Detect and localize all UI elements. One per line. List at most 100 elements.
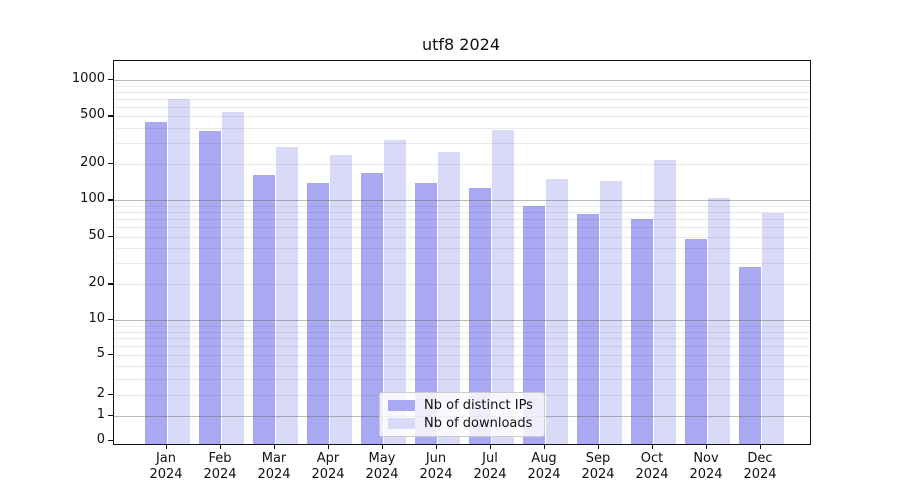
bar-downloads bbox=[761, 213, 784, 444]
y-tick-label: 1 bbox=[96, 406, 105, 422]
gridline-minor bbox=[114, 354, 810, 356]
year-label: 2024 bbox=[419, 466, 453, 482]
y-tick-label: 0 bbox=[96, 432, 105, 447]
x-tick-mark bbox=[490, 444, 492, 449]
y-tick-mark bbox=[108, 440, 113, 442]
x-tick-mark bbox=[382, 444, 384, 449]
y-tick-mark bbox=[108, 163, 113, 165]
x-tick-label-mar: Mar 2024 bbox=[246, 451, 302, 482]
month-label: Mar bbox=[261, 451, 287, 466]
x-tick-mark bbox=[166, 444, 168, 449]
bar-downloads bbox=[275, 147, 298, 444]
gridline-minor bbox=[114, 284, 810, 286]
legend-label-downloads: Nb of downloads bbox=[424, 416, 533, 431]
month-label: May bbox=[368, 451, 396, 466]
bar-distinct-ips bbox=[198, 130, 221, 444]
year-label: 2024 bbox=[581, 466, 615, 482]
year-label: 2024 bbox=[311, 466, 345, 482]
month-label: Dec bbox=[747, 451, 773, 466]
month-label: Feb bbox=[208, 451, 232, 466]
year-label: 2024 bbox=[257, 466, 291, 482]
gridline-minor bbox=[114, 85, 810, 87]
month-label: Jan bbox=[155, 451, 177, 466]
gridline-minor bbox=[114, 378, 810, 380]
month-label: Apr bbox=[316, 451, 340, 466]
y-tick-mark bbox=[108, 283, 113, 285]
x-tick-mark bbox=[598, 444, 600, 449]
gridline-major bbox=[114, 200, 810, 202]
y-tick-mark bbox=[108, 319, 113, 321]
bar-downloads bbox=[221, 112, 244, 444]
gridline-minor bbox=[114, 164, 810, 166]
month-label: Jul bbox=[482, 451, 498, 466]
gridline-minor bbox=[114, 218, 810, 220]
month-label: Nov bbox=[693, 451, 719, 466]
year-label: 2024 bbox=[689, 466, 723, 482]
year-label: 2024 bbox=[473, 466, 507, 482]
gridline-minor bbox=[114, 205, 810, 207]
x-tick-label-may: May 2024 bbox=[354, 451, 410, 482]
legend-swatch-downloads bbox=[388, 418, 415, 429]
bar-distinct-ips bbox=[630, 218, 653, 444]
legend: Nb of distinct IPs Nb of downloads bbox=[379, 392, 545, 437]
x-tick-mark bbox=[220, 444, 222, 449]
legend-label-distinct-ips: Nb of distinct IPs bbox=[424, 398, 533, 413]
bar-downloads bbox=[545, 179, 568, 444]
gridline-minor bbox=[114, 236, 810, 238]
month-label: Jun bbox=[425, 451, 447, 466]
bar-distinct-ips bbox=[360, 172, 383, 444]
gridline-minor bbox=[114, 365, 810, 367]
month-label: Oct bbox=[640, 451, 664, 466]
bar-downloads bbox=[329, 155, 352, 444]
x-tick-label-jul: Jul 2024 bbox=[462, 451, 518, 482]
y-tick-label: 100 bbox=[80, 191, 105, 207]
y-tick-mark bbox=[108, 414, 113, 417]
year-label: 2024 bbox=[635, 466, 669, 482]
bar-distinct-ips bbox=[252, 174, 275, 444]
x-tick-mark bbox=[328, 444, 330, 449]
y-tick-mark bbox=[108, 79, 113, 81]
x-tick-mark bbox=[436, 444, 438, 449]
y-tick-mark bbox=[108, 235, 113, 237]
plot-area: Nb of distinct IPs Nb of downloads bbox=[113, 60, 811, 445]
y-tick-mark bbox=[108, 115, 113, 117]
x-tick-label-sep: Sep 2024 bbox=[570, 451, 626, 482]
x-tick-mark bbox=[652, 444, 654, 449]
bar-distinct-ips bbox=[468, 188, 491, 444]
x-tick-label-nov: Nov 2024 bbox=[678, 451, 734, 482]
x-tick-mark bbox=[544, 444, 546, 449]
gridline-minor bbox=[114, 116, 810, 118]
bars-layer bbox=[114, 61, 810, 444]
gridline-minor bbox=[114, 325, 810, 327]
y-tick-mark bbox=[108, 353, 113, 356]
month-label: Aug bbox=[531, 451, 557, 466]
bar-distinct-ips bbox=[576, 213, 599, 444]
bar-distinct-ips bbox=[306, 182, 329, 444]
x-tick-mark bbox=[760, 444, 762, 449]
bar-distinct-ips bbox=[738, 266, 761, 444]
y-tick-mark bbox=[108, 199, 113, 201]
gridline-minor bbox=[114, 331, 810, 333]
gridline-major bbox=[114, 80, 810, 81]
legend-swatch-distinct-ips bbox=[388, 400, 415, 411]
x-tick-label-jun: Jun 2024 bbox=[408, 451, 464, 482]
gridline-minor bbox=[114, 91, 810, 93]
x-tick-label-jan: Jan 2024 bbox=[138, 451, 194, 482]
x-tick-label-dec: Dec 2024 bbox=[732, 451, 788, 482]
y-tick-label: 10 bbox=[88, 311, 105, 327]
gridline-minor bbox=[114, 142, 810, 144]
gridline-minor bbox=[114, 227, 810, 228]
bar-downloads bbox=[599, 180, 622, 444]
bar-distinct-ips bbox=[414, 183, 437, 444]
year-label: 2024 bbox=[149, 466, 183, 482]
gridline-minor bbox=[114, 338, 810, 340]
year-label: 2024 bbox=[365, 466, 399, 482]
bar-downloads bbox=[653, 160, 676, 444]
y-tick-mark bbox=[108, 393, 113, 396]
y-tick-label: 2 bbox=[96, 385, 105, 401]
gridline-minor bbox=[114, 263, 810, 265]
gridline-minor bbox=[114, 211, 810, 213]
y-tick-label: 50 bbox=[88, 227, 105, 243]
year-label: 2024 bbox=[743, 466, 777, 482]
